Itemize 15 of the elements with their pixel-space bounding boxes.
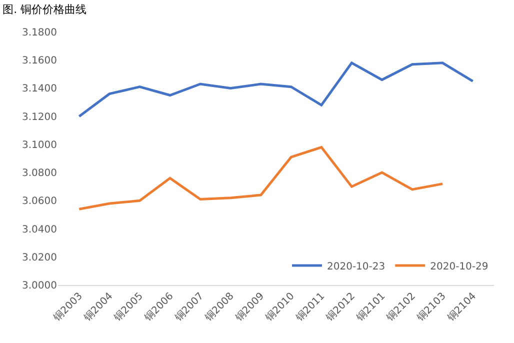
legend-label: 2020-10-23 xyxy=(327,261,386,272)
line-series xyxy=(78,62,474,118)
y-tick-label: 3.1000 xyxy=(22,140,57,151)
y-tick-label: 3.0600 xyxy=(22,196,57,208)
chart-title: 图. 铜价价格曲线 xyxy=(2,2,87,16)
y-tick-label: 3.0000 xyxy=(22,280,57,292)
line-series xyxy=(78,146,444,210)
y-tick-label: 3.1200 xyxy=(22,112,57,123)
y-tick-label: 3.0400 xyxy=(22,224,57,236)
legend-label: 2020-10-29 xyxy=(430,261,488,272)
y-tick-label: 3.1400 xyxy=(22,84,57,95)
y-tick-label: 3.1800 xyxy=(22,28,57,38)
y-tick-label: 3.0800 xyxy=(22,168,57,180)
y-tick-label: 3.0200 xyxy=(22,252,57,264)
y-tick-label: 3.1600 xyxy=(22,56,57,67)
